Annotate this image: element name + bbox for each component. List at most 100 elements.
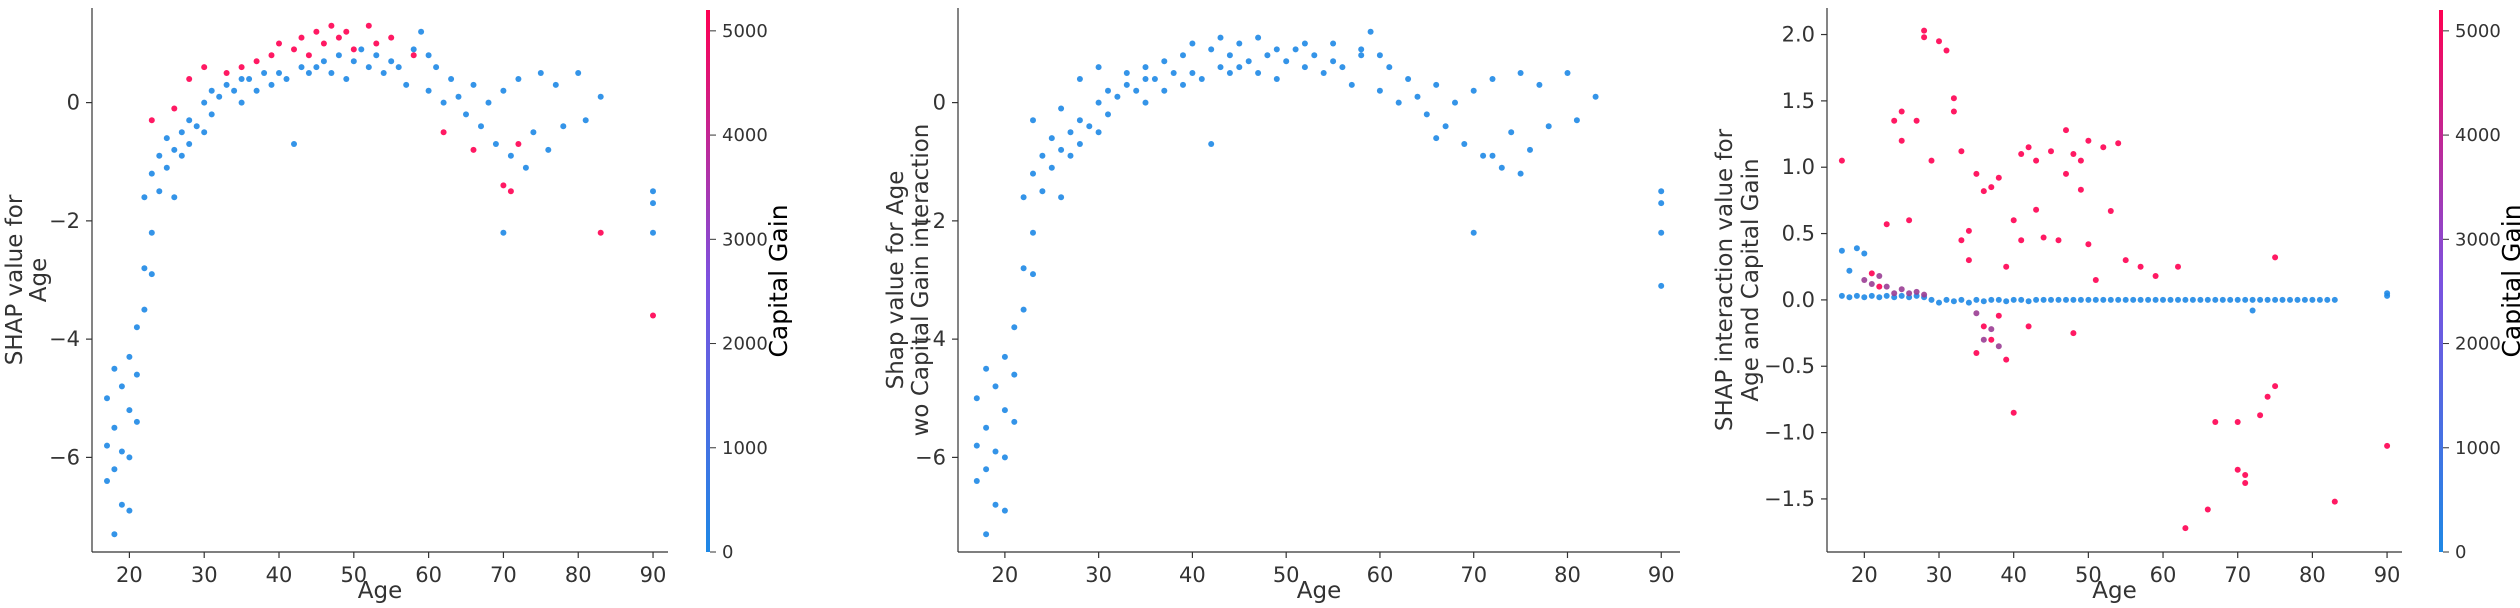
data-point <box>1076 117 1083 124</box>
data-point <box>1965 257 1972 264</box>
data-point <box>2070 296 2077 303</box>
data-point <box>2033 157 2040 164</box>
data-point <box>186 117 193 124</box>
data-point <box>2040 296 2047 303</box>
data-point <box>380 70 387 76</box>
data-point <box>305 52 312 59</box>
data-point <box>2085 137 2092 144</box>
data-point <box>1461 141 1468 147</box>
data-point <box>650 188 656 195</box>
data-point <box>500 229 507 236</box>
data-point <box>1076 76 1083 82</box>
data-point <box>2384 292 2391 299</box>
data-point <box>485 99 492 106</box>
data-point <box>1470 87 1477 94</box>
data-point <box>1846 267 1853 274</box>
data-point <box>1048 135 1055 142</box>
data-point <box>1883 221 1890 228</box>
data-point <box>2070 330 2077 337</box>
data-point <box>983 531 990 538</box>
colorbar-tick-label: 2000 <box>2455 334 2501 355</box>
data-point <box>1301 40 1308 47</box>
data-point <box>2025 144 2032 151</box>
data-point <box>418 28 425 35</box>
data-point <box>1236 64 1243 71</box>
colorbar: 0 1000 2000 3000 4000 5000 Capital Gain <box>706 10 793 563</box>
x-tick-label: 90 <box>2374 563 2401 587</box>
data-point <box>126 454 133 461</box>
data-point <box>171 146 178 153</box>
y-tick-label: −2 <box>49 209 80 233</box>
data-point <box>2182 525 2189 532</box>
data-point <box>1913 288 1920 295</box>
data-point <box>231 87 238 94</box>
data-point <box>1898 292 1905 299</box>
data-point <box>1658 229 1665 236</box>
data-point <box>1386 64 1393 71</box>
data-point <box>2003 263 2010 270</box>
data-point <box>171 194 178 201</box>
x-tick-label: 90 <box>640 563 667 587</box>
data-point <box>126 507 133 514</box>
colorbar-tick-label: 4000 <box>2455 125 2501 146</box>
data-point <box>298 64 305 71</box>
data-point <box>1958 148 1965 155</box>
data-point <box>2077 296 2084 303</box>
data-point <box>1853 245 1860 252</box>
data-point <box>1913 117 1920 124</box>
data-point <box>2063 296 2069 303</box>
data-point <box>2264 296 2271 303</box>
data-point <box>1980 188 1987 195</box>
data-point <box>253 87 260 94</box>
data-point <box>2100 144 2107 151</box>
data-point <box>104 442 110 449</box>
data-point <box>1367 28 1374 35</box>
data-point <box>1517 170 1524 177</box>
colorbar-bar <box>706 10 710 552</box>
data-point <box>2070 151 2077 157</box>
data-point <box>238 76 245 82</box>
data-point <box>1405 76 1412 82</box>
data-point <box>261 70 268 76</box>
y-axis-label-line: Age and Capital Gain <box>1738 158 1764 401</box>
data-point <box>1995 174 2002 181</box>
data-point <box>118 383 125 390</box>
data-point <box>1011 371 1018 378</box>
data-point <box>1423 111 1430 118</box>
data-point <box>313 64 320 71</box>
data-point <box>1658 200 1665 207</box>
data-point <box>2092 277 2099 283</box>
data-point <box>1039 152 1046 159</box>
data-point <box>492 141 499 147</box>
data-point <box>2055 296 2062 303</box>
data-point <box>2287 296 2293 303</box>
scatter-points <box>104 22 656 538</box>
data-point <box>2085 241 2092 248</box>
data-point <box>1030 170 1036 177</box>
data-point <box>2272 383 2279 390</box>
x-tick-label: 20 <box>1851 563 1878 587</box>
data-point <box>2279 296 2286 303</box>
data-point <box>126 407 133 414</box>
data-point <box>2152 273 2159 279</box>
data-point <box>2122 257 2129 264</box>
data-point <box>1339 64 1346 71</box>
data-point <box>425 52 432 59</box>
data-point <box>2010 217 2017 224</box>
y-tick-label: −1.0 <box>1764 421 1815 445</box>
data-point <box>1988 336 1995 343</box>
data-point <box>1255 70 1262 76</box>
data-point <box>1988 184 1995 191</box>
data-point <box>320 40 327 47</box>
colorbar-bar <box>2439 10 2443 552</box>
data-point <box>2331 296 2338 303</box>
data-point <box>1868 281 1875 287</box>
data-point <box>2033 296 2040 303</box>
data-point <box>1876 273 1883 279</box>
x-tick-label: 80 <box>2299 563 2326 587</box>
y-axis-label-line: SHAP value for <box>2 194 28 365</box>
data-point <box>2122 296 2129 303</box>
data-point <box>1311 52 1318 59</box>
data-point <box>1592 93 1599 100</box>
data-point <box>1226 52 1233 59</box>
